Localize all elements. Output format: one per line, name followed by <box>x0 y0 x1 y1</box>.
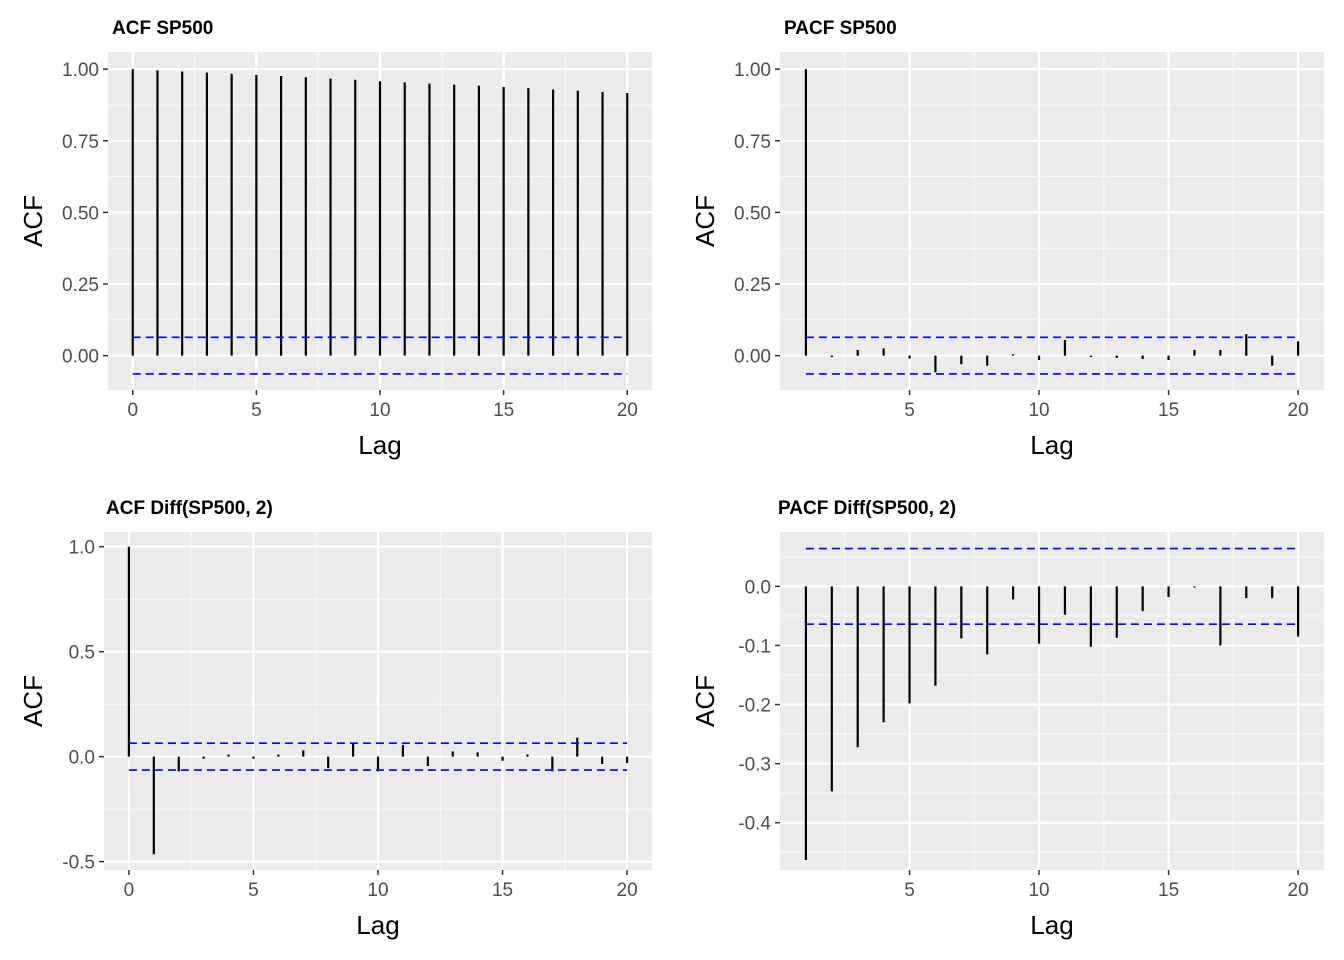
pacf-diff-title: PACF Diff(SP500, 2) <box>778 498 957 519</box>
y-axis-title: ACF <box>690 675 720 727</box>
x-tick-label: 5 <box>904 880 915 901</box>
x-tick-label: 5 <box>904 400 915 421</box>
pacf-diff-chart: -0.4 -0.3 -0.2 -0.1 0.0 5 10 15 20 Lag ACF <box>690 532 1324 940</box>
x-tick-label: 20 <box>617 400 638 421</box>
x-tick-label: 10 <box>369 400 390 421</box>
x-axis-title: Lag <box>1030 430 1073 460</box>
plot-background <box>780 52 1324 390</box>
pacf-diff-panel: PACF Diff(SP500, 2) -0.4 -0.3 -0.2 -0.1 0.0 5… <box>672 480 1344 960</box>
pacf-sp500-panel: PACF SP500 0.00 0.25 0.50 0.75 1.00 5 10 15 20 La… <box>672 0 1344 480</box>
x-tick-label: 15 <box>1158 400 1179 421</box>
acf-diff-chart: -0.5 0.0 0.5 1.0 0 5 10 15 20 Lag ACF <box>18 532 652 940</box>
y-tick-label: -0.3 <box>738 755 771 776</box>
acf-diff-title: ACF Diff(SP500, 2) <box>106 498 273 519</box>
y-axis-title: ACF <box>690 195 720 247</box>
y-tick-label: 0.75 <box>734 132 771 153</box>
acf-sp500-chart: 0.00 0.25 0.50 0.75 1.00 0 5 10 15 20 Lag ACF <box>18 52 652 460</box>
y-tick-label: -0.4 <box>738 814 771 835</box>
x-tick-label: 20 <box>617 880 638 901</box>
x-tick-label: 0 <box>124 880 135 901</box>
pacf-sp500-title: PACF SP500 <box>784 18 897 39</box>
y-axis-title: ACF <box>18 675 48 727</box>
y-tick-label: 0.50 <box>62 203 99 224</box>
y-axis-title: ACF <box>18 195 48 247</box>
x-tick-label: 15 <box>493 400 514 421</box>
x-tick-label: 0 <box>127 400 138 421</box>
x-tick-label: 20 <box>1288 400 1309 421</box>
y-tick-label: 0.0 <box>745 577 771 598</box>
y-tick-label: 0.50 <box>734 203 771 224</box>
acf-sp500-title: ACF SP500 <box>112 18 214 39</box>
x-tick-label: 15 <box>1158 880 1179 901</box>
y-tick-label: 0.00 <box>734 347 771 368</box>
y-tick-label: 0.5 <box>69 643 95 664</box>
x-tick-label: 20 <box>1288 880 1309 901</box>
x-axis-title: Lag <box>356 910 399 940</box>
acf-sp500-panel: ACF SP500 0.00 0.25 0.50 0.75 1.00 0 5 10 15 20 La… <box>0 0 672 480</box>
y-tick-label: 1.00 <box>734 60 771 81</box>
acf-diff-panel: ACF Diff(SP500, 2) -0.5 0.0 0.5 1.0 0 5 10 15 20… <box>0 480 672 960</box>
y-tick-label: 0.0 <box>69 748 95 769</box>
y-tick-label: 0.00 <box>62 347 99 368</box>
x-tick-label: 15 <box>492 880 513 901</box>
y-tick-label: 1.00 <box>62 60 99 81</box>
y-tick-label: 1.0 <box>69 538 95 559</box>
y-tick-label: 0.75 <box>62 132 99 153</box>
plot-background <box>780 532 1324 870</box>
pacf-sp500-chart: 0.00 0.25 0.50 0.75 1.00 5 10 15 20 Lag ACF <box>690 52 1324 460</box>
y-tick-label: -0.2 <box>738 696 771 717</box>
x-axis-title: Lag <box>1030 910 1073 940</box>
y-tick-label: 0.25 <box>734 275 771 296</box>
y-tick-label: -0.5 <box>62 853 95 874</box>
x-axis-title: Lag <box>358 430 401 460</box>
x-tick-label: 10 <box>1028 400 1049 421</box>
x-tick-label: 5 <box>251 400 262 421</box>
x-tick-label: 5 <box>248 880 259 901</box>
y-tick-label: 0.25 <box>62 275 99 296</box>
x-tick-label: 10 <box>367 880 388 901</box>
x-tick-label: 10 <box>1028 880 1049 901</box>
y-tick-label: -0.1 <box>738 636 771 657</box>
